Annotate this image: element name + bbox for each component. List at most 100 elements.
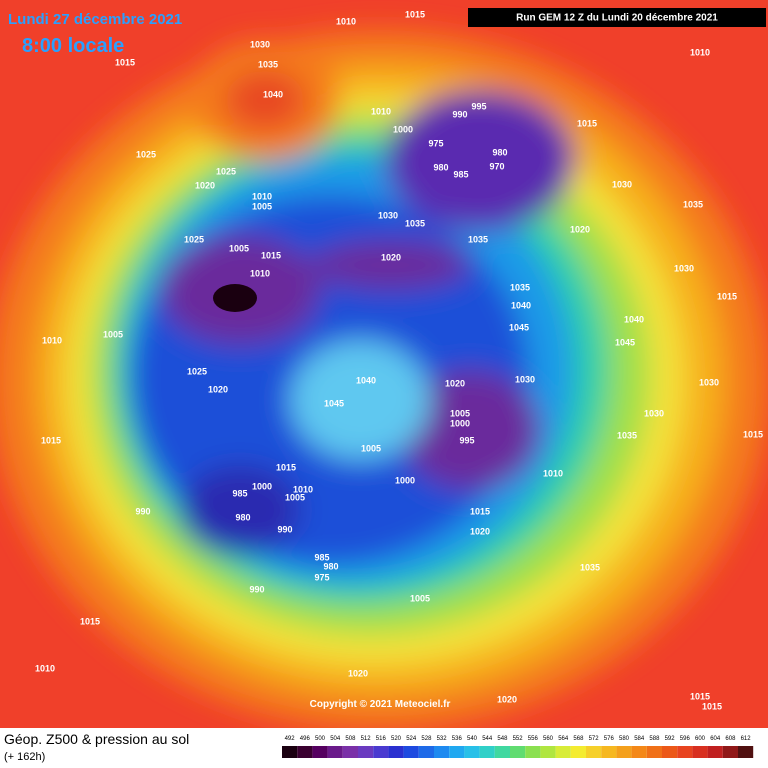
legend-swatch bbox=[662, 746, 678, 758]
isobar-label: 1040 bbox=[356, 375, 376, 385]
isobar-label: 970 bbox=[489, 161, 504, 171]
legend-swatch bbox=[327, 746, 343, 758]
legend-swatch bbox=[616, 746, 632, 758]
isobar-label: 1035 bbox=[468, 234, 488, 244]
isobar-label: 1005 bbox=[252, 201, 272, 211]
legend-swatch bbox=[373, 746, 389, 758]
legend-tick-label: 492 bbox=[285, 736, 296, 742]
isobar-label: 1025 bbox=[136, 149, 156, 159]
isobar-label: 1005 bbox=[410, 593, 430, 603]
isobar-label: 1015 bbox=[577, 118, 597, 128]
isobar-label: 1025 bbox=[184, 234, 204, 244]
isobar-label: 985 bbox=[453, 169, 468, 179]
legend-tick-label: 540 bbox=[467, 736, 478, 742]
legend-tick-label: 556 bbox=[528, 736, 539, 742]
isobar-label: 1015 bbox=[115, 57, 135, 67]
isobar-label: 1005 bbox=[103, 329, 123, 339]
isobar-label: 1010 bbox=[42, 335, 62, 345]
legend-tick-label: 572 bbox=[589, 736, 600, 742]
isobar-label: 985 bbox=[232, 488, 247, 498]
legend-swatch bbox=[297, 746, 313, 758]
isobar-label: 980 bbox=[235, 512, 250, 522]
isobar-label: 1035 bbox=[683, 199, 703, 209]
isobar-label: 975 bbox=[314, 572, 329, 582]
isobar-label: 1010 bbox=[690, 47, 710, 57]
isobar-label: 995 bbox=[459, 435, 474, 445]
isobar-label: 1010 bbox=[336, 16, 356, 26]
isobar-label: 1045 bbox=[324, 398, 344, 408]
isobar-label: 1020 bbox=[195, 180, 215, 190]
legend-tick-label: 512 bbox=[361, 736, 372, 742]
legend-swatch bbox=[525, 746, 541, 758]
legend-tick-label: 536 bbox=[452, 736, 463, 742]
map-date: Lundi 27 décembre 2021 bbox=[8, 11, 182, 28]
isobar-labels: 1010 1015 1030 1035 1040 1015 1025 1025 1020 1010… bbox=[35, 9, 763, 711]
legend-tick-label: 612 bbox=[741, 736, 752, 742]
isobar-label: 1045 bbox=[509, 322, 529, 332]
footer-title: Géop. Z500 & pression au sol bbox=[4, 731, 189, 747]
legend-swatch bbox=[434, 746, 450, 758]
isobar-label: 1040 bbox=[263, 89, 283, 99]
isobar-label: 1010 bbox=[250, 268, 270, 278]
legend-tick-label: 548 bbox=[497, 736, 508, 742]
isobar-label: 1030 bbox=[250, 39, 270, 49]
legend-swatch bbox=[570, 746, 586, 758]
isobar-label: 990 bbox=[135, 506, 150, 516]
isobar-label: 1015 bbox=[41, 435, 61, 445]
isobar-label: 1030 bbox=[644, 408, 664, 418]
legend-tick-label: 584 bbox=[634, 736, 645, 742]
map-time: 8:00 locale bbox=[22, 35, 124, 57]
isobar-label: 1030 bbox=[674, 263, 694, 273]
legend-swatch bbox=[722, 746, 738, 758]
legend-swatch bbox=[312, 746, 328, 758]
isobar-label: 1045 bbox=[615, 337, 635, 347]
legend-tick-label: 576 bbox=[604, 736, 615, 742]
legend-swatch bbox=[358, 746, 374, 758]
isobar-label: 1005 bbox=[285, 492, 305, 502]
footer-subtitle: (+ 162h) bbox=[4, 751, 45, 763]
isobar-label: 1035 bbox=[510, 282, 530, 292]
isobar-label: 1000 bbox=[252, 481, 272, 491]
isobar-label: 1000 bbox=[393, 124, 413, 134]
isobar-label: 1005 bbox=[361, 443, 381, 453]
legend-tick-label: 520 bbox=[391, 736, 402, 742]
isobar-label: 1005 bbox=[229, 243, 249, 253]
isobar-label: 1030 bbox=[699, 377, 719, 387]
legend-tick-label: 500 bbox=[315, 736, 326, 742]
isobar-label: 1040 bbox=[624, 314, 644, 324]
isobar-label: 1000 bbox=[450, 418, 470, 428]
legend-tick-label: 504 bbox=[330, 736, 341, 742]
isobar-label: 1020 bbox=[570, 224, 590, 234]
isobar-label: 1015 bbox=[470, 506, 490, 516]
legend-swatch bbox=[403, 746, 419, 758]
isobar-label: 1020 bbox=[445, 378, 465, 388]
isobar-label: 980 bbox=[433, 162, 448, 172]
legend-tick-label: 596 bbox=[680, 736, 691, 742]
isobar-label: 1030 bbox=[612, 179, 632, 189]
isobar-label: 1005 bbox=[450, 408, 470, 418]
isobar-label: 1035 bbox=[580, 562, 600, 572]
legend-swatch bbox=[631, 746, 647, 758]
legend-swatch bbox=[388, 746, 404, 758]
isobar-label: 990 bbox=[277, 524, 292, 534]
isobar-label: 1030 bbox=[515, 374, 535, 384]
isobar-label: 1015 bbox=[405, 9, 425, 19]
legend-tick-label: 568 bbox=[573, 736, 584, 742]
isobar-label: 990 bbox=[249, 584, 264, 594]
isobar-label: 1010 bbox=[543, 468, 563, 478]
copyright: Copyright © 2021 Meteociel.fr bbox=[310, 699, 451, 710]
legend-swatch bbox=[707, 746, 723, 758]
legend-swatch bbox=[510, 746, 526, 758]
isobar-label: 1040 bbox=[511, 300, 531, 310]
legend-swatch bbox=[449, 746, 465, 758]
legend-tick-label: 544 bbox=[482, 736, 493, 742]
isobar-label: 1025 bbox=[187, 366, 207, 376]
legend-swatch bbox=[464, 746, 480, 758]
isobar-label: 1020 bbox=[381, 252, 401, 262]
legend-swatch bbox=[601, 746, 617, 758]
isobar-label: 1035 bbox=[258, 59, 278, 69]
isobar-label: 980 bbox=[323, 561, 338, 571]
isobar-label: 1015 bbox=[743, 429, 763, 439]
isobar-label: 1020 bbox=[497, 694, 517, 704]
